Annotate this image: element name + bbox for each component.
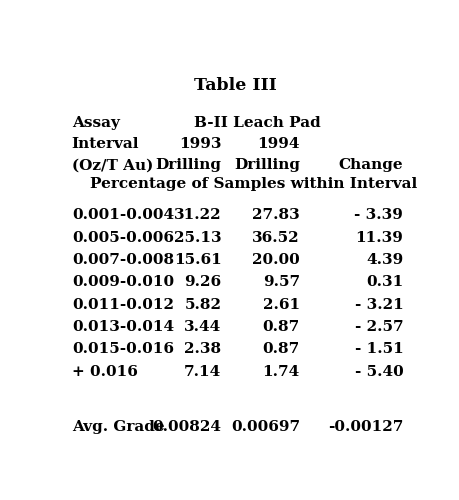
Text: 2.61: 2.61 [262,298,299,312]
Text: Percentage of Samples within Interval: Percentage of Samples within Interval [90,178,416,192]
Text: 0.009-0.010: 0.009-0.010 [72,275,174,289]
Text: 5.82: 5.82 [184,298,221,312]
Text: 25.13: 25.13 [174,230,221,244]
Text: Avg. Grade: Avg. Grade [72,420,164,434]
Text: 0.31: 0.31 [365,275,403,289]
Text: -0.00127: -0.00127 [327,420,403,434]
Text: 0.015-0.016: 0.015-0.016 [72,342,174,356]
Text: - 2.57: - 2.57 [354,320,403,334]
Text: 7.14: 7.14 [184,364,221,378]
Text: + 0.016: + 0.016 [72,364,137,378]
Text: 11.39: 11.39 [355,230,403,244]
Text: 0.011-0.012: 0.011-0.012 [72,298,174,312]
Text: 0.013-0.014: 0.013-0.014 [72,320,174,334]
Text: 0.007-0.008: 0.007-0.008 [72,253,174,267]
Text: 31.22: 31.22 [174,208,221,222]
Text: (Oz/T Au): (Oz/T Au) [72,158,153,172]
Text: Drilling: Drilling [155,158,221,172]
Text: 1994: 1994 [257,137,299,151]
Text: - 3.39: - 3.39 [354,208,403,222]
Text: 2.38: 2.38 [184,342,221,356]
Text: - 3.21: - 3.21 [354,298,403,312]
Text: 9.26: 9.26 [184,275,221,289]
Text: 36.52: 36.52 [252,230,299,244]
Text: 15.61: 15.61 [174,253,221,267]
Text: - 5.40: - 5.40 [354,364,403,378]
Text: 0.00824: 0.00824 [152,420,221,434]
Text: 1.74: 1.74 [262,364,299,378]
Text: 0.005-0.006: 0.005-0.006 [72,230,174,244]
Text: Assay: Assay [72,116,119,130]
Text: 0.001-0.004: 0.001-0.004 [72,208,174,222]
Text: Table III: Table III [194,78,276,94]
Text: Change: Change [338,158,403,172]
Text: 20.00: 20.00 [252,253,299,267]
Text: 27.83: 27.83 [252,208,299,222]
Text: B-II Leach Pad: B-II Leach Pad [193,116,320,130]
Text: 0.87: 0.87 [262,342,299,356]
Text: Drilling: Drilling [234,158,299,172]
Text: 0.87: 0.87 [262,320,299,334]
Text: 3.44: 3.44 [184,320,221,334]
Text: 4.39: 4.39 [365,253,403,267]
Text: 0.00697: 0.00697 [230,420,299,434]
Text: 1993: 1993 [179,137,221,151]
Text: - 1.51: - 1.51 [354,342,403,356]
Text: Interval: Interval [72,137,139,151]
Text: 9.57: 9.57 [262,275,299,289]
